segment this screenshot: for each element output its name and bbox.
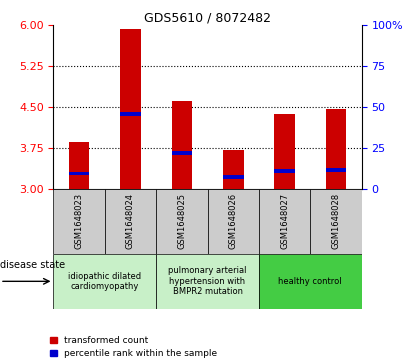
Bar bbox=[156, 254, 259, 309]
Bar bbox=[53, 254, 156, 309]
Bar bbox=[326, 109, 346, 189]
Text: idiopathic dilated
cardiomyopathy: idiopathic dilated cardiomyopathy bbox=[68, 272, 141, 291]
Bar bbox=[326, 168, 346, 172]
Bar bbox=[69, 142, 90, 189]
Bar bbox=[69, 172, 90, 175]
Bar bbox=[259, 189, 310, 254]
Text: GSM1648024: GSM1648024 bbox=[126, 193, 135, 249]
Text: GSM1648027: GSM1648027 bbox=[280, 193, 289, 249]
Text: GSM1648026: GSM1648026 bbox=[229, 193, 238, 249]
Bar bbox=[120, 112, 141, 115]
Bar bbox=[208, 189, 259, 254]
Text: healthy control: healthy control bbox=[279, 277, 342, 286]
Bar bbox=[275, 114, 295, 189]
Text: GSM1648025: GSM1648025 bbox=[178, 193, 186, 249]
Title: GDS5610 / 8072482: GDS5610 / 8072482 bbox=[144, 11, 271, 24]
Bar bbox=[259, 254, 362, 309]
Legend: transformed count, percentile rank within the sample: transformed count, percentile rank withi… bbox=[50, 336, 217, 359]
Bar bbox=[53, 189, 105, 254]
Bar bbox=[120, 29, 141, 189]
Bar bbox=[223, 175, 243, 179]
Text: pulmonary arterial
hypertension with
BMPR2 mutation: pulmonary arterial hypertension with BMP… bbox=[169, 266, 247, 296]
Bar bbox=[172, 151, 192, 155]
Text: disease state: disease state bbox=[0, 260, 65, 270]
Text: GSM1648028: GSM1648028 bbox=[332, 193, 340, 249]
Text: GSM1648023: GSM1648023 bbox=[75, 193, 83, 249]
Bar bbox=[172, 101, 192, 189]
Bar bbox=[156, 189, 208, 254]
Bar bbox=[310, 189, 362, 254]
Bar bbox=[275, 170, 295, 173]
Bar bbox=[223, 150, 243, 189]
Bar bbox=[105, 189, 156, 254]
